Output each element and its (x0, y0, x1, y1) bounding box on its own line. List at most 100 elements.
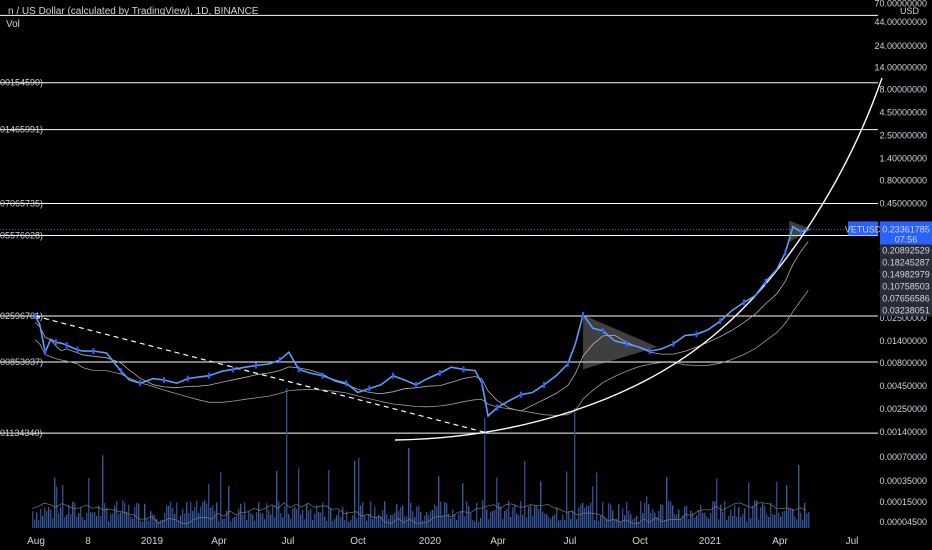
volume-bar (278, 501, 280, 528)
volume-bar (116, 500, 118, 528)
volume-bar (464, 516, 466, 528)
volume-bar (284, 506, 286, 528)
volume-bar (160, 520, 162, 528)
ma-tag (880, 268, 932, 281)
volume-bar (400, 507, 402, 528)
candle (625, 340, 628, 347)
level-label: 00154590) (0, 78, 43, 88)
volume-bar (68, 504, 70, 528)
volume-bar (72, 501, 74, 528)
volume-bar (804, 502, 806, 528)
volume-bar (766, 514, 768, 528)
volume-bar (338, 510, 340, 528)
volume-bar (424, 515, 426, 528)
volume-bar (154, 515, 156, 528)
volume-bar (606, 519, 608, 528)
price-series-line (34, 225, 809, 418)
volume-bar (104, 503, 106, 528)
volume-bar (642, 513, 644, 528)
descending-trendline (35, 315, 489, 434)
volume-bar (386, 514, 388, 528)
volume-bar (228, 486, 230, 528)
volume-bar (248, 511, 250, 528)
volume-bar (542, 511, 544, 528)
price-tick-label: 0.80000000 (879, 176, 927, 186)
volume-bar (396, 504, 398, 528)
volume-bar (210, 507, 212, 528)
volume-bar (334, 518, 336, 528)
candle (345, 380, 348, 387)
price-tick-label: 0.01400000 (879, 336, 927, 346)
volume-bar (608, 503, 610, 528)
symbol-tag-label: VETUSD (845, 224, 882, 234)
ma-tag (880, 244, 932, 257)
candle (438, 370, 441, 377)
volume-bar (76, 516, 78, 528)
price-tick-label: 0.00450000 (879, 381, 927, 391)
volume-bar (274, 516, 276, 528)
volume-bar (348, 521, 350, 528)
volume-bar (594, 519, 596, 528)
volume-bar (220, 471, 222, 528)
ma-tag (880, 304, 932, 317)
volume-bar (126, 511, 128, 528)
volume-bar (458, 513, 460, 528)
volume-bar (224, 518, 226, 528)
volume-bar (660, 504, 662, 528)
volume-bar (352, 515, 354, 528)
volume-bar (560, 519, 562, 528)
volume-label: Vol (6, 19, 20, 30)
volume-bar (196, 500, 198, 528)
level-label: 05576028) (0, 231, 43, 241)
volume-bar (406, 516, 408, 528)
volume-bar (634, 518, 636, 528)
candle (392, 372, 395, 379)
parabolic-support-curve (394, 77, 883, 441)
price-tick-label: 24.00000000 (874, 41, 927, 51)
candle (321, 372, 324, 379)
volume-bar (806, 513, 808, 528)
volume-bar (88, 478, 90, 528)
candle (719, 318, 722, 325)
price-line (34, 225, 809, 418)
volume-bar (626, 502, 628, 528)
volume-bar (578, 507, 580, 528)
volume-bar (588, 506, 590, 528)
volume-bar (514, 504, 516, 528)
volume-bar (690, 510, 692, 528)
volume-bar (62, 484, 64, 528)
volume-bar (688, 519, 690, 528)
volume-bar (644, 502, 646, 528)
volume-bar (492, 511, 494, 528)
volume-bar (646, 496, 648, 528)
volume-bar (402, 505, 404, 528)
volume-bar (778, 512, 780, 528)
volume-bar (800, 512, 802, 528)
volume-bar (332, 520, 334, 528)
volume-bar (422, 520, 424, 528)
price-tick-label: 1.40000000 (879, 154, 927, 164)
volume-bar (512, 507, 514, 528)
volume-bar (534, 505, 536, 528)
volume-bar (372, 518, 374, 528)
volume-bar (672, 505, 674, 528)
volume-bar (246, 520, 248, 528)
volume-bar (44, 507, 46, 528)
volume-bar (808, 511, 810, 528)
time-tick-label: Aug (27, 536, 45, 547)
candle (480, 380, 483, 387)
volume-bar (122, 500, 124, 528)
volume-bar (584, 507, 586, 528)
time-tick-label: Oct (632, 536, 648, 547)
volume-bar (574, 408, 576, 528)
volume-bar (490, 511, 492, 528)
volume-bar (36, 512, 38, 528)
time-tick-label: Oct (350, 536, 366, 547)
volume-bar (750, 518, 752, 528)
volume-bar (204, 500, 206, 528)
volume-bar (720, 504, 722, 528)
volume-bar (232, 517, 234, 528)
horizontal-levels: 01134340) 00853037) 02596701) 05576028) 0706… (0, 14, 878, 438)
volume-bar (42, 515, 44, 528)
